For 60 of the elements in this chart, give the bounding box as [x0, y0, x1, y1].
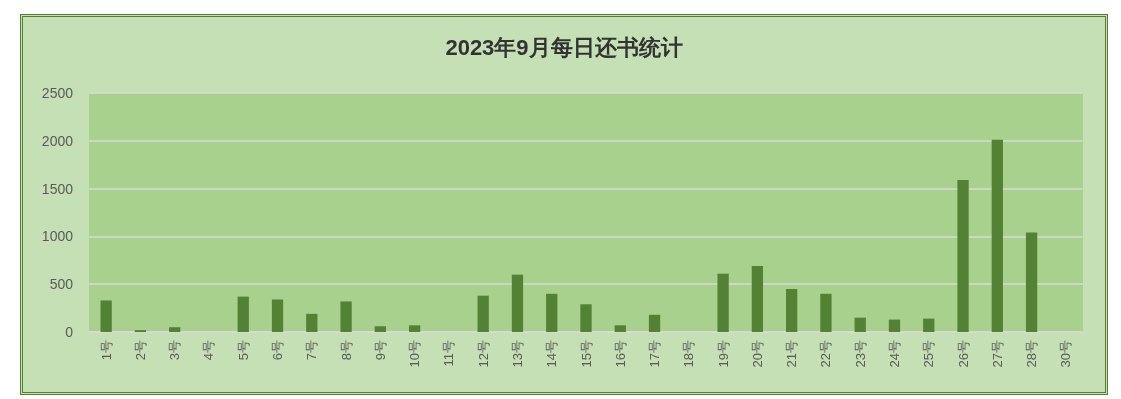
bar: [374, 326, 386, 332]
bar: [991, 139, 1003, 332]
x-tick-label: 23号: [852, 340, 868, 368]
bar: [408, 325, 421, 332]
x-tick-label: 7号: [304, 340, 320, 361]
x-tick-label: 15号: [578, 340, 594, 368]
x-tick-label: 3号: [167, 340, 183, 361]
x-tick-label: 10号: [407, 340, 423, 368]
x-tick-label: 28号: [1024, 340, 1040, 368]
x-tick-label: 24号: [886, 340, 902, 368]
bar: [340, 301, 352, 332]
bar: [888, 319, 901, 332]
x-tick-label: 21号: [784, 340, 800, 368]
x-tick-label: 13号: [509, 340, 525, 368]
x-tick-label: 9号: [372, 340, 388, 361]
x-tick-label: 26号: [955, 340, 971, 368]
bar: [271, 299, 284, 332]
bar: [751, 266, 764, 332]
bar: [511, 274, 524, 332]
bar: [820, 293, 832, 332]
bar: [100, 300, 112, 332]
x-tick-label: 30号: [1058, 340, 1074, 368]
bar: [923, 318, 935, 332]
x-tick-label: 18号: [681, 340, 697, 368]
x-tick-label: 16号: [612, 340, 628, 368]
bar: [854, 317, 866, 332]
bar: [477, 295, 489, 332]
x-tick-label: 27号: [989, 340, 1005, 368]
x-tick-label: 6号: [270, 340, 286, 361]
y-tick-label: 0: [65, 324, 74, 340]
y-tick-label: 1000: [41, 228, 74, 245]
bar: [169, 327, 181, 332]
x-tick-label: 22号: [818, 340, 834, 368]
bar: [957, 180, 969, 332]
x-tick-label: 5号: [235, 340, 251, 361]
y-tick-label: 500: [49, 276, 74, 293]
x-tick-label: 25号: [921, 340, 937, 368]
x-tick-label: 4号: [201, 340, 217, 361]
x-tick-label: 2号: [132, 340, 148, 361]
bar: [786, 288, 798, 332]
y-tick-label: 1500: [41, 180, 74, 197]
bar: [648, 314, 661, 332]
bar: [580, 304, 592, 332]
bar: [1025, 232, 1038, 332]
x-tick-label: 17号: [647, 340, 663, 368]
x-tick-label: 20号: [749, 340, 765, 368]
y-tick-label: 2000: [41, 132, 74, 149]
x-tick-label: 19号: [715, 340, 731, 368]
bar: [717, 273, 729, 332]
bar: [306, 313, 318, 332]
x-tick-label: 8号: [338, 340, 354, 361]
bar: [614, 325, 626, 332]
bar: [237, 296, 249, 332]
x-tick-label: 1号: [98, 340, 114, 361]
bar: [546, 293, 558, 332]
x-tick-label: 14号: [544, 340, 560, 368]
x-tick-label: 11号: [441, 340, 457, 367]
x-tick-label: 12号: [475, 340, 491, 368]
y-tick-label: 2500: [41, 85, 74, 101]
chart-title: 2023年9月每日还书统计: [445, 34, 683, 60]
